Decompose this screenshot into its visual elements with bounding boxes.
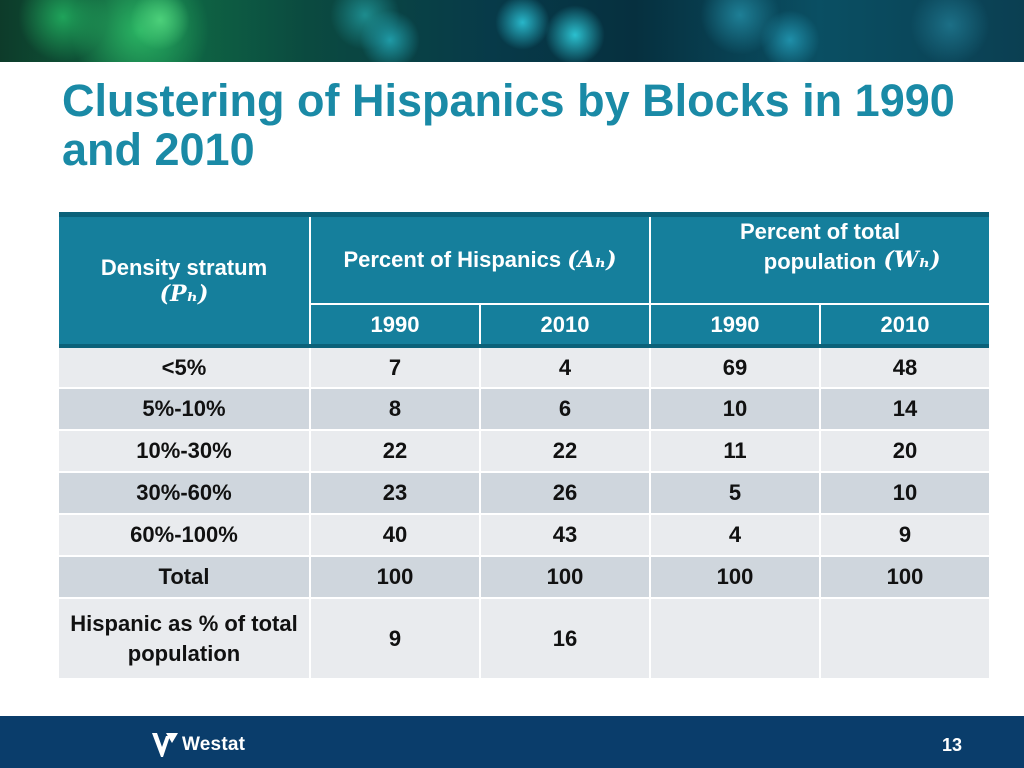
cell-hisp-1990: 7 [309, 345, 480, 388]
percent-hispanics-header: Percent of Hispanics (Aₕ) [308, 212, 652, 305]
cell-hisp-2010: 26 [478, 471, 651, 514]
density-stratum-symbol: (Pₕ) [159, 280, 209, 307]
row-label: Total [59, 555, 310, 598]
cell-total-1990: 100 [649, 555, 821, 598]
year-header-total-1990: 1990 [649, 303, 822, 348]
cell-hisp-1990: 23 [309, 471, 480, 514]
cell-hisp-2010: 22 [478, 429, 651, 472]
row-label: <5% [59, 345, 310, 388]
westat-logo-icon [152, 733, 178, 757]
cell-hisp-1990: 100 [309, 555, 480, 598]
footer-bar [0, 716, 1024, 768]
table-row: 30%-60% 23 26 5 10 [59, 471, 990, 514]
westat-logo-text: Westat [182, 734, 246, 755]
percent-total-label: Percent of total population [739, 219, 901, 274]
stratum-table: Density stratum (Pₕ) Percent of Hispanic… [59, 212, 990, 678]
row-label: 30%-60% [59, 471, 310, 514]
cell-hisp-1990: 22 [309, 429, 480, 472]
top-banner [0, 0, 1024, 62]
table-row: Hispanic as % of total population 9 16 [59, 597, 990, 678]
cell-total-2010: 100 [819, 555, 990, 598]
row-label: 60%-100% [59, 513, 310, 556]
percent-hispanics-label: Percent of Hispanics [343, 247, 562, 272]
cell-hisp-2010: 4 [478, 345, 651, 388]
cell-total-2010: 10 [819, 471, 990, 514]
table-row: <5% 7 4 69 48 [59, 345, 990, 388]
westat-logo: Westat [152, 732, 245, 758]
year-header-total-2010: 2010 [819, 303, 990, 348]
year-header-hisp-1990: 1990 [309, 303, 481, 348]
cell-total-2010 [819, 597, 990, 678]
percent-total-header: Percent of total population (Wₕ) [649, 212, 990, 305]
cell-hisp-2010: 16 [478, 597, 651, 678]
cell-hisp-1990: 8 [309, 387, 480, 430]
cell-total-1990: 69 [649, 345, 821, 388]
row-label: 10%-30% [59, 429, 310, 472]
slide-title: Clustering of Hispanics by Blocks in 199… [62, 75, 955, 175]
density-stratum-header: Density stratum (Pₕ) [59, 212, 311, 348]
table-row: Total 100 100 100 100 [59, 555, 990, 598]
cell-hisp-1990: 9 [309, 597, 480, 678]
cell-hisp-1990: 40 [309, 513, 480, 556]
cell-hisp-2010: 43 [478, 513, 651, 556]
cell-total-1990: 10 [649, 387, 821, 430]
cell-hisp-2010: 100 [478, 555, 651, 598]
cell-total-2010: 9 [819, 513, 990, 556]
cell-total-1990: 4 [649, 513, 821, 556]
cell-hisp-2010: 6 [478, 387, 651, 430]
table-row: 60%-100% 40 43 4 9 [59, 513, 990, 556]
density-stratum-label: Density stratum [100, 254, 268, 280]
row-label: 5%-10% [59, 387, 310, 430]
cell-total-2010: 14 [819, 387, 990, 430]
table-row: 5%-10% 8 6 10 14 [59, 387, 990, 430]
cell-total-1990: 11 [649, 429, 821, 472]
table-row: 10%-30% 22 22 11 20 [59, 429, 990, 472]
row-label: Hispanic as % of total population [59, 597, 310, 678]
percent-hispanics-symbol: (Aₕ) [567, 247, 617, 273]
cell-total-1990 [649, 597, 821, 678]
percent-total-symbol: (Wₕ) [883, 247, 941, 273]
cell-total-1990: 5 [649, 471, 821, 514]
year-header-hisp-2010: 2010 [478, 303, 652, 348]
page-number: 13 [941, 735, 962, 755]
cell-total-2010: 48 [819, 345, 990, 388]
cell-total-2010: 20 [819, 429, 990, 472]
